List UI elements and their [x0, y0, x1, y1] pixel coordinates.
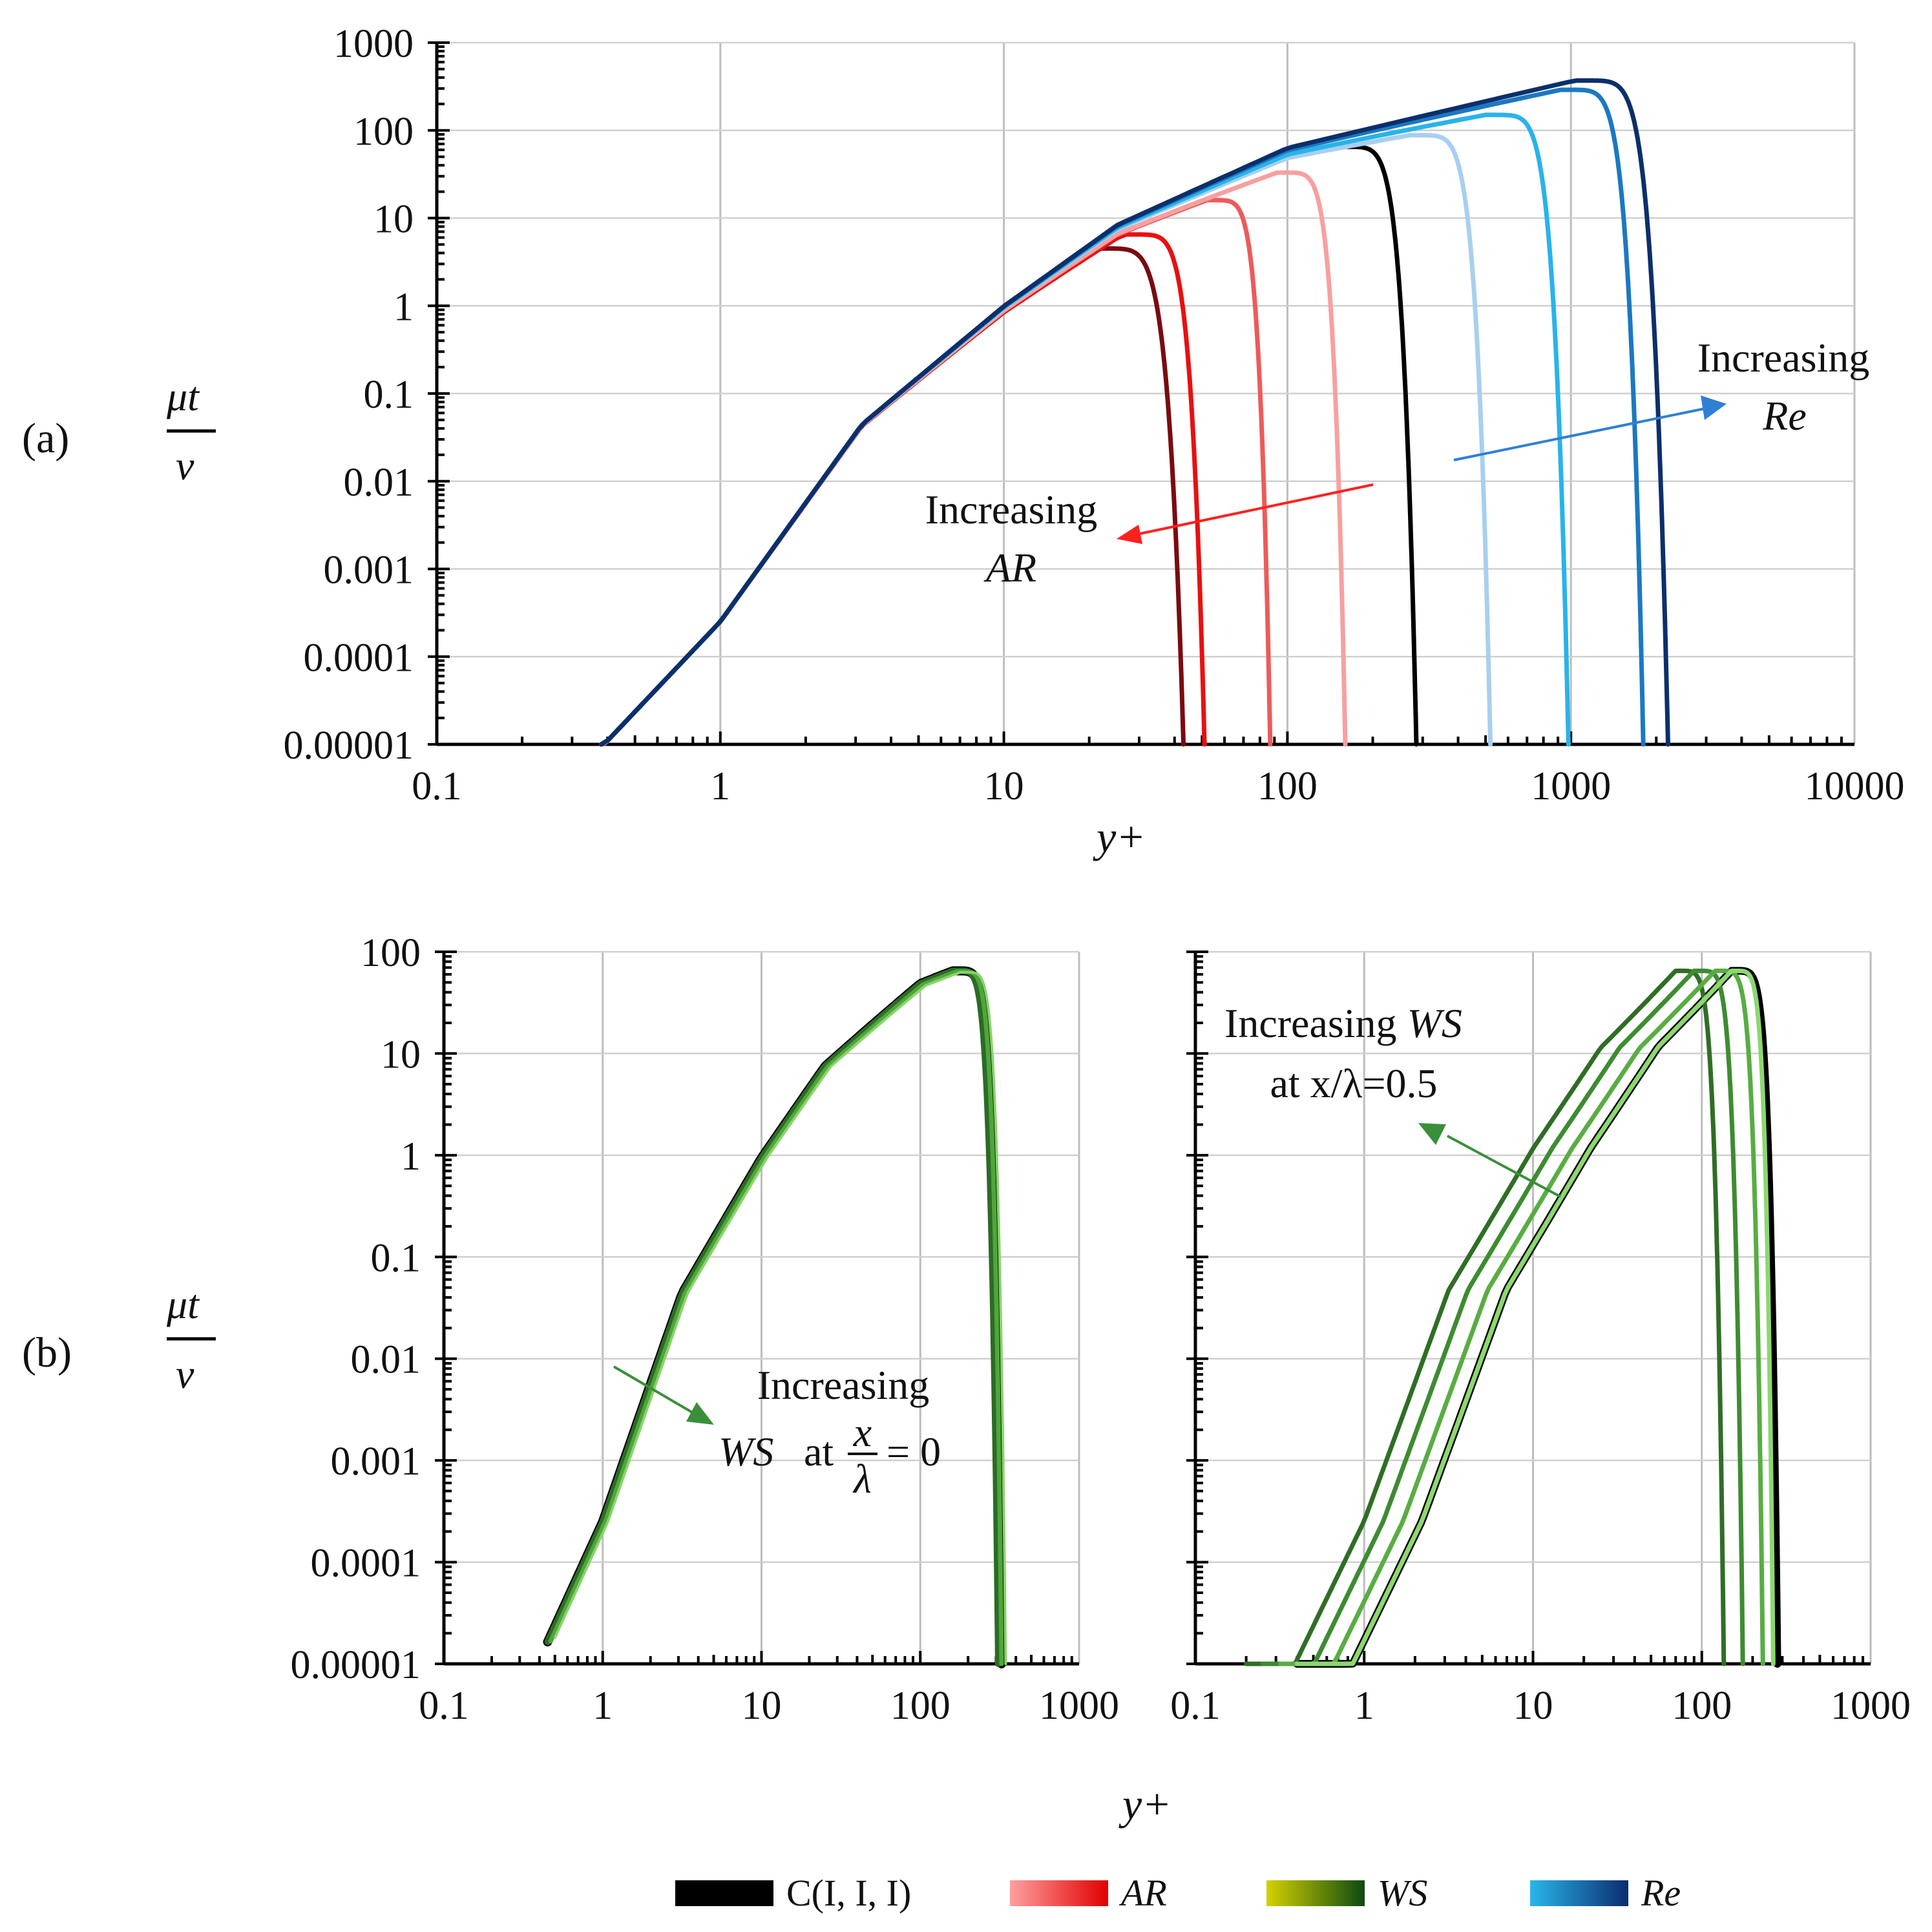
- x-tick-label: 100: [1257, 764, 1318, 808]
- ws0-eq: = 0: [887, 1429, 941, 1475]
- axes: 0.1 1 10 100 1000 10000 0.00001 0.0001 0.001 0.01…: [284, 22, 1905, 808]
- ws0-annotation-line1: Increasing: [757, 1362, 930, 1408]
- x-tick-label: 1: [1354, 1684, 1374, 1728]
- svg-text:μt: μt: [166, 373, 200, 419]
- y-tick-label: 1: [401, 1135, 421, 1179]
- ylabel-b-nu: ν: [176, 1351, 194, 1397]
- chart-a: 0.1 1 10 100 1000 10000 0.00001 0.0001 0.001 0.01…: [284, 22, 1905, 808]
- ws0-frac-den: λ: [852, 1456, 872, 1502]
- ylabel-a: μt ν: [166, 373, 216, 488]
- x-tick-label: 100: [890, 1684, 950, 1728]
- legend-label: Re: [1641, 1872, 1681, 1914]
- legend-label: WS: [1378, 1872, 1427, 1914]
- x-tick-label: 1: [710, 764, 730, 808]
- ws0-annotation-line2: WS at x λ = 0: [719, 1409, 941, 1502]
- series-line-ws-3: [1278, 969, 1765, 1666]
- legend-label: AR: [1118, 1872, 1167, 1914]
- y-tick-label: 1000: [333, 22, 414, 66]
- ar-arrowhead: [1117, 525, 1142, 544]
- chart-b-right: 0.1 1 10 100 1000: [1170, 950, 1911, 1728]
- ws05-annotation-line1: Increasing WS: [1224, 1000, 1462, 1046]
- chart-b-left: 0.1 1 10 100 1000 0.00001 0.0001 0.001 0.01 0.1 1 1…: [291, 931, 1120, 1728]
- x-tick-label: 0.1: [412, 764, 462, 808]
- axes: 0.1 1 10 100 1000: [1170, 950, 1911, 1728]
- ws05-ws: WS: [1407, 1000, 1462, 1046]
- series-line-re-4: [598, 78, 1670, 747]
- y-tick-label: 100: [353, 110, 414, 154]
- x-tick-label: 0.1: [1170, 1684, 1221, 1728]
- ws0-arrow: [613, 1365, 696, 1415]
- y-tick-label: 10: [373, 198, 414, 242]
- x-tick-label: 1000: [1531, 764, 1611, 808]
- ylabel-b-mu: μt: [166, 1281, 200, 1327]
- panel-b-label: (b): [22, 1329, 72, 1376]
- series-line-ws-1: [1244, 969, 1727, 1666]
- legend-swatch: [675, 1880, 773, 1906]
- y-tick-label: 0.00001: [284, 724, 414, 768]
- y-tick-label: 0.01: [344, 461, 414, 505]
- series-line-ws-2: [548, 969, 1004, 1666]
- y-tick-label: 0.00001: [291, 1643, 421, 1687]
- ws0-at: at: [804, 1429, 834, 1475]
- axes: 0.1 1 10 100 1000 0.00001 0.0001 0.001 0.01 0.1 1 1…: [291, 931, 1120, 1728]
- series-group: [1244, 967, 1781, 1668]
- ws05-increasing: Increasing: [1224, 1000, 1397, 1046]
- gridlines: [444, 950, 1080, 1664]
- series-line-ws-2: [1260, 969, 1745, 1666]
- ws0-ws: WS: [719, 1429, 773, 1475]
- ws0-arrowhead: [686, 1402, 714, 1425]
- y-tick-label: 0.1: [364, 373, 414, 417]
- ar-arrow: [1127, 483, 1374, 538]
- ws05-arrow: [1447, 1135, 1561, 1198]
- y-tick-label: 1: [394, 285, 414, 329]
- legend-swatch: [1266, 1880, 1365, 1906]
- ar-annotation-line1: Increasing: [925, 487, 1098, 532]
- re-annotation-line1: Increasing: [1697, 335, 1870, 381]
- xlabel-a: y+: [1093, 812, 1146, 861]
- y-tick-label: 0.001: [324, 549, 414, 593]
- x-tick-label: 10: [984, 764, 1024, 808]
- series-line-ws-3: [553, 971, 1007, 1665]
- ylabel-b: μt ν: [166, 1281, 216, 1397]
- y-tick-label: 0.0001: [304, 636, 414, 680]
- ylabel-a-nu: ν: [176, 443, 194, 488]
- re-arrow: [1453, 407, 1706, 461]
- x-tick-label: 10000: [1805, 764, 1905, 808]
- svg-text:μt: μt: [166, 1281, 200, 1327]
- legend-label: C(I, I, I): [786, 1872, 911, 1914]
- legend-swatch: [1530, 1880, 1628, 1906]
- x-tick-label: 100: [1672, 1684, 1732, 1728]
- ws0-frac-num: x: [853, 1409, 872, 1455]
- series-group: [598, 78, 1670, 747]
- gridlines: [1195, 950, 1872, 1664]
- ws05-arrowhead: [1418, 1123, 1446, 1145]
- x-tick-label: 10: [1513, 1684, 1553, 1728]
- y-tick-label: 100: [361, 931, 421, 975]
- y-tick-label: 0.001: [331, 1440, 421, 1484]
- ws05-annotation-line2: at x/λ=0.5: [1270, 1060, 1437, 1106]
- x-tick-label: 10: [742, 1684, 782, 1728]
- x-tick-label: 1000: [1831, 1684, 1911, 1728]
- series-line-ws-4: [1294, 969, 1776, 1666]
- x-tick-label: 1000: [1039, 1684, 1119, 1728]
- re-arrowhead: [1701, 395, 1727, 420]
- y-tick-label: 0.01: [351, 1338, 421, 1382]
- xlabel-b: y+: [1118, 1780, 1171, 1829]
- legend: C(I, I, I) AR WS Re: [675, 1872, 1681, 1914]
- x-tick-label: 1: [593, 1684, 613, 1728]
- x-tick-label: 0.1: [419, 1684, 469, 1728]
- re-annotation-line2: Re: [1762, 393, 1807, 439]
- series-group: [543, 966, 1007, 1668]
- legend-swatch: [1010, 1880, 1108, 1906]
- ylabel-a-mu: μt: [166, 373, 200, 419]
- ar-annotation-line2: AR: [983, 545, 1036, 591]
- y-tick-label: 10: [381, 1033, 421, 1076]
- y-tick-label: 0.1: [371, 1236, 421, 1280]
- y-tick-label: 0.0001: [311, 1542, 421, 1586]
- panel-a-label: (a): [22, 415, 69, 462]
